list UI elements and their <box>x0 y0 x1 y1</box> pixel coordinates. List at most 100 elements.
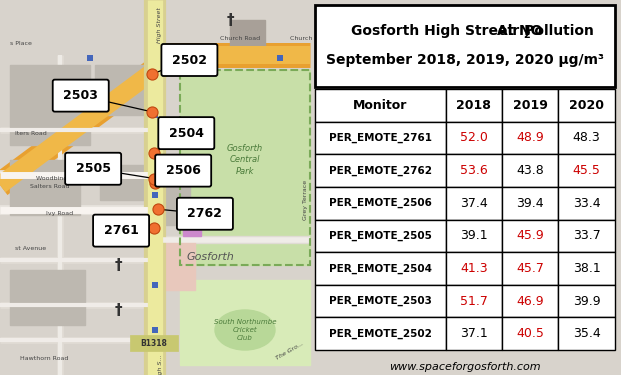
Bar <box>183 218 201 236</box>
Bar <box>502 122 558 154</box>
Text: 33.4: 33.4 <box>573 196 601 210</box>
Bar <box>315 219 445 252</box>
Text: High Street: High Street <box>157 7 162 43</box>
Text: Church Road: Church Road <box>220 36 260 41</box>
Bar <box>315 89 445 122</box>
Text: 43.8: 43.8 <box>516 164 544 177</box>
Text: PER_EMOTE_2762: PER_EMOTE_2762 <box>329 165 432 176</box>
Text: 2762: 2762 <box>188 207 222 220</box>
Bar <box>315 317 445 350</box>
Bar <box>105 215 143 240</box>
Bar <box>502 219 558 252</box>
Text: Salters Road: Salters Road <box>30 184 70 189</box>
Bar <box>558 285 615 317</box>
Bar <box>445 122 502 154</box>
Bar <box>445 89 502 122</box>
Text: 39.9: 39.9 <box>573 295 601 307</box>
Bar <box>502 252 558 285</box>
FancyBboxPatch shape <box>158 117 214 149</box>
Text: 39.1: 39.1 <box>460 229 487 242</box>
Text: 41.3: 41.3 <box>460 262 487 275</box>
Text: 48.3: 48.3 <box>573 132 601 144</box>
Bar <box>315 285 445 317</box>
Text: 2020: 2020 <box>569 99 604 112</box>
Text: 52.0: 52.0 <box>460 132 487 144</box>
Text: 45.9: 45.9 <box>516 229 544 242</box>
Text: 2761: 2761 <box>104 224 138 237</box>
Bar <box>10 65 90 145</box>
Text: www.spaceforgosforth.com: www.spaceforgosforth.com <box>389 362 541 372</box>
Bar <box>315 187 445 219</box>
Text: PER_EMOTE_2506: PER_EMOTE_2506 <box>329 198 432 208</box>
Text: 45.5: 45.5 <box>573 164 601 177</box>
Bar <box>95 65 145 115</box>
Text: 2: 2 <box>524 30 530 40</box>
Text: 39.4: 39.4 <box>516 196 544 210</box>
Text: High S...: High S... <box>158 355 163 375</box>
Text: 51.7: 51.7 <box>460 295 487 307</box>
Text: September 2018, 2019, 2020 μg/m³: September 2018, 2019, 2020 μg/m³ <box>326 53 604 67</box>
Bar <box>558 187 615 219</box>
Text: 37.4: 37.4 <box>460 196 487 210</box>
Text: lters Road: lters Road <box>15 131 47 136</box>
FancyBboxPatch shape <box>65 153 121 185</box>
Bar <box>315 122 445 154</box>
Text: Ivy Road: Ivy Road <box>47 211 73 216</box>
Text: 33.7: 33.7 <box>573 229 601 242</box>
FancyBboxPatch shape <box>177 198 233 230</box>
Text: South Northumbe
Cricket
Club: South Northumbe Cricket Club <box>214 320 276 340</box>
Bar <box>445 219 502 252</box>
Text: 53.6: 53.6 <box>460 164 487 177</box>
Text: 40.5: 40.5 <box>516 327 544 340</box>
Bar <box>180 70 310 265</box>
Bar <box>230 20 265 50</box>
FancyBboxPatch shape <box>53 80 109 112</box>
Text: 2019: 2019 <box>513 99 548 112</box>
Bar <box>315 154 445 187</box>
Text: 2018: 2018 <box>456 99 491 112</box>
Text: Monitor: Monitor <box>353 99 407 112</box>
Text: Woodbine Road: Woodbine Road <box>35 176 84 181</box>
Text: Gosforth: Gosforth <box>186 252 234 262</box>
Text: Gosforth High Street NO: Gosforth High Street NO <box>351 24 543 38</box>
Text: s Place: s Place <box>10 41 32 46</box>
Text: 2504: 2504 <box>169 127 204 140</box>
Text: Church Road: Church Road <box>290 36 330 41</box>
Text: P: P <box>188 222 196 232</box>
Text: 45.7: 45.7 <box>516 262 544 275</box>
Bar <box>445 187 502 219</box>
Text: PER_EMOTE_2502: PER_EMOTE_2502 <box>329 328 432 339</box>
FancyBboxPatch shape <box>161 44 217 76</box>
Text: PER_EMOTE_2505: PER_EMOTE_2505 <box>329 231 432 241</box>
Bar <box>558 122 615 154</box>
Bar <box>160 240 195 290</box>
Text: PER_EMOTE_2503: PER_EMOTE_2503 <box>329 296 432 306</box>
Text: st Avenue: st Avenue <box>15 246 46 251</box>
Bar <box>315 252 445 285</box>
Bar <box>445 285 502 317</box>
Ellipse shape <box>215 310 275 350</box>
Text: Grey Terrace: Grey Terrace <box>303 180 308 220</box>
Bar <box>558 89 615 122</box>
Bar <box>180 280 310 365</box>
Bar <box>445 252 502 285</box>
Bar <box>0 0 310 375</box>
Bar <box>502 317 558 350</box>
Text: Air Pollution: Air Pollution <box>497 24 594 38</box>
Bar <box>558 154 615 187</box>
Bar <box>502 187 558 219</box>
Text: 38.1: 38.1 <box>573 262 601 275</box>
Text: PER_EMOTE_2504: PER_EMOTE_2504 <box>329 263 432 274</box>
Bar <box>100 165 145 200</box>
Text: Gosforth
Central
Park: Gosforth Central Park <box>227 144 263 176</box>
Text: 48.9: 48.9 <box>516 132 544 144</box>
Bar <box>558 317 615 350</box>
FancyBboxPatch shape <box>155 154 211 187</box>
FancyBboxPatch shape <box>93 214 149 247</box>
Bar <box>445 317 502 350</box>
Bar <box>502 285 558 317</box>
Text: †: † <box>114 258 122 273</box>
Text: 2506: 2506 <box>166 164 201 177</box>
Text: B1318: B1318 <box>140 339 168 348</box>
Bar <box>130 335 178 351</box>
